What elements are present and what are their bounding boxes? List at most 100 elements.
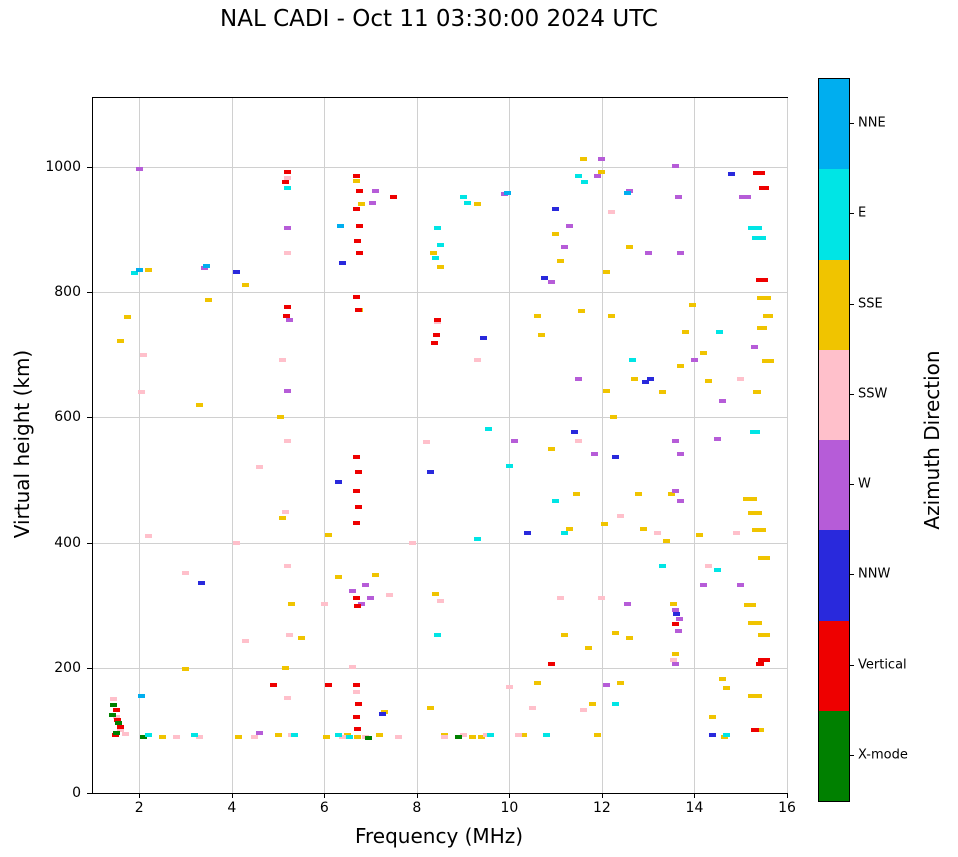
scatter-point (429, 251, 437, 256)
scatter-point (653, 530, 661, 535)
scatter-point (286, 633, 294, 638)
colorbar-tick-label: Vertical (858, 657, 907, 673)
scatter-point (579, 157, 587, 162)
scatter-point (256, 730, 264, 735)
scatter-point (737, 376, 745, 381)
x-tick-label: 10 (500, 800, 519, 816)
x-tick-label: 12 (593, 800, 611, 816)
scatter-point (108, 712, 116, 717)
scatter-point (757, 556, 770, 561)
scatter-point (353, 727, 361, 732)
scatter-point (135, 167, 143, 172)
scatter-point (334, 574, 342, 579)
scatter-point (480, 336, 488, 341)
scatter-point (195, 402, 203, 407)
scatter-point (704, 379, 712, 383)
scatter-point (603, 683, 611, 688)
colorbar-segment-w (819, 440, 849, 531)
scatter-point (232, 270, 240, 275)
scatter-point (716, 330, 724, 335)
scatter-point (334, 480, 342, 485)
scatter-point (355, 188, 363, 193)
scatter-point (603, 389, 611, 394)
scatter-point (283, 176, 291, 181)
scatter-point (747, 511, 762, 516)
scatter-point (547, 280, 555, 285)
y-axis-label: Virtual height (km) (10, 349, 34, 539)
scatter-point (286, 318, 294, 323)
colorbar-segment-sse (819, 259, 849, 350)
scatter-point (427, 470, 435, 475)
scatter-point (432, 332, 440, 337)
scatter-point (709, 714, 717, 719)
scatter-point (235, 734, 243, 739)
scatter-point (281, 665, 289, 670)
scatter-point (723, 685, 731, 690)
scatter-point (145, 268, 153, 273)
scatter-point (482, 733, 490, 738)
scatter-point (353, 714, 361, 719)
plot-area: 2 4 6 8 10 12 14 16 0 200 400 600 800 1000 (45, 97, 796, 816)
scatter-point (723, 733, 731, 738)
scatter-point (353, 173, 361, 178)
scatter-point (540, 276, 548, 281)
scatter-point (325, 533, 333, 538)
scatter-point (677, 363, 685, 368)
scatter-point (371, 573, 379, 578)
scatter-point (172, 734, 180, 739)
scatter-point (434, 317, 442, 322)
scatter-point (718, 399, 726, 404)
scatter-point (283, 389, 291, 394)
scatter-point (367, 595, 375, 600)
colorbar-tick-label: SSW (858, 386, 888, 402)
x-gridline (787, 98, 788, 793)
scatter-point (732, 531, 740, 536)
scatter-point (353, 489, 361, 494)
scatter-point (427, 706, 435, 711)
scatter-point (672, 439, 680, 444)
scatter-point (672, 662, 680, 667)
y-gridline (93, 166, 787, 168)
y-gridline (93, 542, 787, 544)
scatter-point (762, 358, 775, 363)
scatter-point (533, 680, 541, 685)
scatter-point (670, 601, 678, 606)
scatter-point (353, 683, 361, 688)
scatter-point (600, 521, 608, 526)
scatter-point (727, 172, 735, 177)
scatter-point (616, 680, 624, 685)
scatter-point (672, 621, 680, 626)
scatter-point (547, 662, 555, 667)
x-tick-mark (787, 793, 788, 798)
scatter-point (754, 728, 765, 733)
scatter-point (464, 201, 472, 206)
scatter-point (519, 733, 527, 738)
scatter-point (431, 591, 439, 596)
scatter-point (353, 207, 361, 212)
y-tick-mark (87, 166, 92, 168)
scatter-point (355, 223, 363, 228)
x-tick-label: 8 (412, 800, 422, 816)
scatter-point (570, 430, 578, 435)
scatter-point (552, 232, 560, 237)
scatter-point (117, 338, 125, 343)
scatter-point (612, 630, 620, 635)
scatter-point (354, 702, 362, 707)
scatter-point (747, 226, 762, 231)
scatter-point (584, 645, 592, 650)
scatter-point (603, 270, 611, 275)
scatter-point (283, 564, 291, 569)
scatter-point (430, 341, 438, 346)
scatter-point (114, 720, 122, 725)
scatter-point (623, 191, 631, 196)
scatter-point (677, 451, 685, 456)
scatter-point (575, 173, 583, 178)
scatter-point (642, 380, 650, 385)
scatter-point (394, 734, 402, 739)
colorbar-segment-e (819, 169, 849, 260)
colorbar-tick-mark (850, 574, 854, 576)
colorbar-tick-mark (850, 123, 854, 125)
scatter-point (346, 734, 354, 739)
scatter-point (757, 633, 770, 638)
x-tick-mark (324, 793, 326, 798)
